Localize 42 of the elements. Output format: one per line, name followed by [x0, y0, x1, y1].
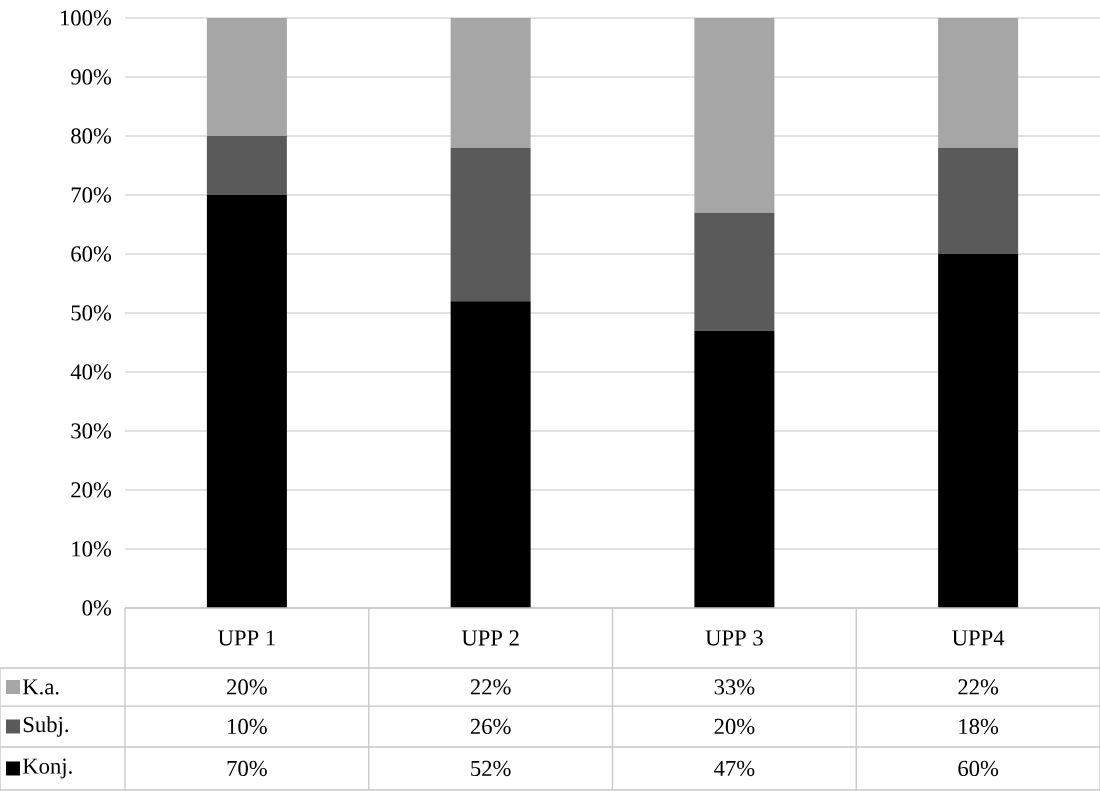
x-tick-label: UPP4 — [952, 630, 1005, 646]
data-label: 22% — [958, 679, 999, 695]
y-tick-label: 10% — [72, 541, 112, 557]
y-tick-label: 90% — [71, 69, 112, 85]
bar — [206, 135, 287, 195]
data-label: 47% — [714, 760, 755, 777]
x-tick-label: UPP 1 — [218, 630, 275, 646]
data-label: 20% — [714, 718, 755, 735]
y-tick-label: 0% — [82, 600, 112, 616]
data-label: 70% — [227, 760, 267, 777]
data-label: 33% — [714, 679, 755, 695]
y-tick-label: 70% — [71, 187, 112, 203]
y-tick-label: 60% — [71, 246, 112, 262]
y-tick-label: 80% — [71, 128, 112, 144]
data-label: 18% — [959, 718, 999, 735]
data-label: 26% — [470, 718, 511, 735]
bar — [206, 194, 287, 608]
bar — [450, 301, 531, 608]
bar — [694, 212, 775, 331]
bar — [450, 147, 531, 302]
data-label: 52% — [471, 760, 511, 777]
x-tick-label: UPP 3 — [705, 630, 763, 646]
bar — [206, 17, 287, 136]
bar — [938, 253, 1019, 608]
y-tick-label: 40% — [70, 364, 112, 380]
x-tick-label: UPP 2 — [461, 630, 519, 646]
bar — [694, 330, 775, 608]
y-tick-label: 100% — [60, 10, 112, 26]
y-tick-label: 50% — [71, 305, 112, 321]
legend-label: Konj. — [22, 758, 72, 779]
data-label: 20% — [227, 679, 267, 695]
legend-label: Subj. — [23, 716, 69, 737]
data-label: 22% — [470, 679, 511, 695]
bar — [694, 17, 775, 213]
y-tick-label: 30% — [71, 423, 112, 439]
y-tick-label: 20% — [71, 482, 112, 498]
data-label: 10% — [228, 718, 267, 735]
bar — [938, 147, 1019, 254]
bar — [938, 17, 1019, 148]
bar — [450, 17, 531, 148]
data-label: 60% — [958, 760, 999, 777]
legend-label: K.a. — [22, 679, 59, 695]
